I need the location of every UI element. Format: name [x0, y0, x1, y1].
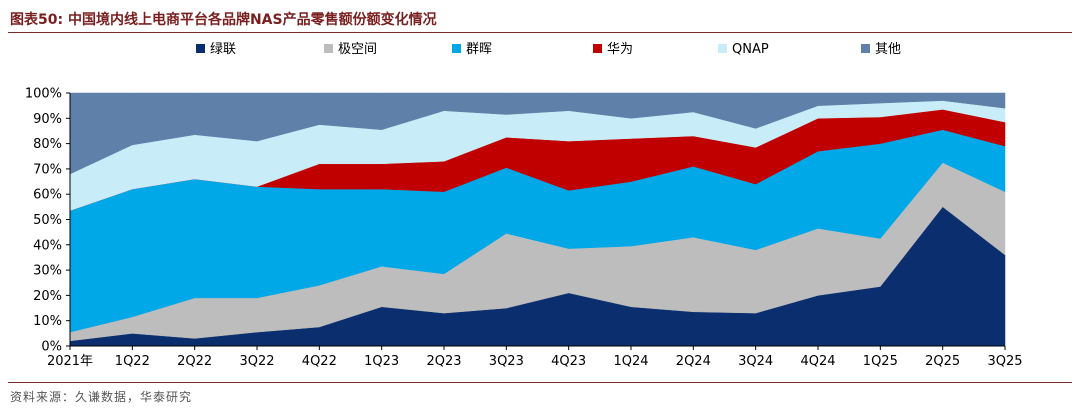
- y-tick-label: 90%: [33, 112, 62, 127]
- x-tick-label: 1Q25: [863, 354, 898, 369]
- x-tick-label: 2Q24: [676, 354, 711, 369]
- legend-item-3: 华为: [593, 42, 633, 57]
- x-tick-label: 4Q23: [551, 354, 586, 369]
- x-tick-label: 1Q24: [613, 354, 648, 369]
- legend-swatch: [324, 44, 333, 53]
- legend-item-0: 绿联: [196, 42, 236, 57]
- chart-title: 图表50: 中国境内线上电商平台各品牌NAS产品零售额份额变化情况: [10, 12, 437, 28]
- x-tick-label: 2021年: [47, 354, 93, 369]
- legend-label: 华为: [607, 42, 633, 57]
- y-tick-label: 30%: [33, 264, 62, 279]
- x-tick-label: 2Q23: [426, 354, 461, 369]
- y-tick-label: 0%: [41, 340, 62, 355]
- legend-item-2: 群晖: [452, 42, 492, 57]
- legend-label: 绿联: [210, 42, 236, 57]
- legend-item-4: QNAP: [718, 42, 769, 57]
- stacked-area-chart: 绿联 极空间 群晖 华为 QNAP 其他 0% 10% 20% 30% 40% 50% 60% 70% 8…: [25, 42, 1023, 369]
- legend-label: 其他: [875, 42, 901, 57]
- legend-swatch: [718, 44, 727, 53]
- x-tick-label: 3Q22: [239, 354, 274, 369]
- legend-item-5: 其他: [861, 42, 901, 57]
- x-tick-label: 3Q23: [489, 354, 524, 369]
- y-tick-label: 60%: [33, 188, 62, 203]
- y-tick-label: 100%: [25, 87, 62, 102]
- y-tick-label: 50%: [33, 213, 62, 228]
- footer-divider: [8, 382, 1072, 383]
- legend-swatch: [861, 44, 870, 53]
- title-bar: 图表50: 中国境内线上电商平台各品牌NAS产品零售额份额变化情况: [8, 6, 1072, 33]
- source-note: 资料来源：久谦数据，华泰研究: [10, 390, 193, 404]
- plot-area: [69, 92, 1006, 347]
- y-tick-label: 40%: [33, 238, 62, 253]
- x-tick-label: 1Q23: [364, 354, 399, 369]
- x-tick-label: 3Q24: [738, 354, 773, 369]
- legend-swatch: [593, 44, 602, 53]
- legend-item-1: 极空间: [324, 42, 377, 57]
- y-tick-label: 70%: [33, 162, 62, 177]
- x-tick-label: 1Q22: [115, 354, 150, 369]
- legend-label: 极空间: [338, 42, 377, 57]
- x-axis: 2021年 1Q22 2Q22 3Q22 4Q22 1Q23 2Q23 3Q23 4Q23 1Q2…: [47, 345, 1023, 369]
- legend-swatch: [452, 44, 461, 53]
- x-tick-label: 4Q24: [800, 354, 835, 369]
- legend: 绿联 极空间 群晖 华为 QNAP 其他: [196, 42, 901, 57]
- x-tick-label: 3Q25: [987, 354, 1022, 369]
- legend-label: 群晖: [466, 42, 492, 57]
- y-axis: 0% 10% 20% 30% 40% 50% 60% 70% 80% 90% 100%: [25, 87, 71, 355]
- y-tick-label: 10%: [33, 314, 62, 329]
- legend-label: QNAP: [732, 42, 769, 57]
- legend-swatch: [196, 44, 205, 53]
- x-tick-label: 2Q25: [925, 354, 960, 369]
- y-tick-label: 80%: [33, 137, 62, 152]
- x-tick-label: 4Q22: [302, 354, 337, 369]
- y-tick-label: 20%: [33, 289, 62, 304]
- area-series-5: [69, 92, 1006, 175]
- x-tick-label: 2Q22: [177, 354, 212, 369]
